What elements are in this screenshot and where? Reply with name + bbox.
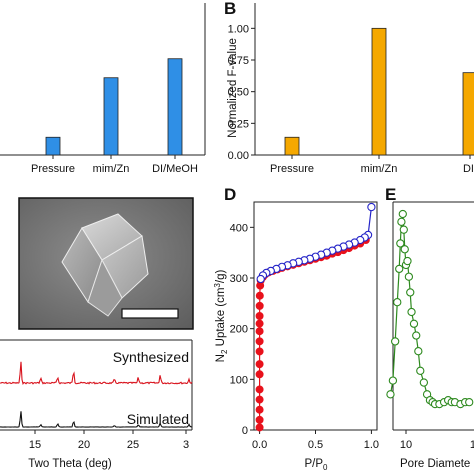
adsorption-point	[255, 385, 264, 394]
pore-point	[400, 245, 409, 254]
adsorption-point	[255, 370, 264, 379]
pore-point	[416, 366, 425, 375]
pore-point	[397, 217, 406, 226]
adsorption-point	[255, 360, 264, 369]
pore-point	[403, 256, 412, 266]
synthesized-label: Synthesized	[113, 349, 189, 365]
pore-point	[409, 319, 419, 328]
pore-point	[386, 390, 395, 399]
pore-point	[465, 398, 474, 407]
y-tick-label: 0.75	[228, 55, 249, 67]
pore-point	[399, 225, 408, 234]
panel-d-frame	[253, 201, 378, 431]
panel-e-x-tick-label: 10	[400, 439, 412, 451]
category-label: DI/	[463, 163, 474, 175]
panel-b-y-axis-label: Normalized F-value	[227, 38, 239, 138]
bar-1	[103, 77, 119, 156]
xrd-ticks: 15 20 25 3	[29, 430, 189, 451]
panel-d-label: D	[224, 185, 236, 204]
bar-0	[284, 136, 300, 156]
xrd-x-tick-label: 25	[127, 439, 139, 451]
panel-d-x-tick-label: 0.0	[252, 439, 267, 451]
xrd-x-tick-label: 15	[29, 439, 41, 451]
simulated-pattern	[0, 411, 193, 428]
bar-1	[371, 27, 387, 156]
pore-point	[388, 376, 398, 385]
adsorption-point	[255, 337, 264, 346]
adsorption-point	[255, 311, 264, 320]
zif-crystal	[61, 213, 149, 317]
xrd-x-axis-label: Two Theta (deg)	[28, 458, 112, 470]
xrd-x-tick-label: 20	[78, 439, 90, 451]
pore-point	[396, 239, 405, 248]
pore-point	[419, 378, 429, 387]
bar-2	[167, 58, 183, 156]
y-tick-label: 0.00	[228, 150, 249, 162]
panel-e-label: E	[385, 185, 396, 204]
panel-d-y-tick-label: 0	[242, 425, 248, 437]
pore-point	[406, 288, 415, 297]
panel-d-x-axis-label: P/P0	[305, 458, 329, 472]
panel-d-ticks: 0 100 200 300 400 0.0 0.5 1.0	[230, 222, 379, 451]
panel-d: D 0 100 200 300 400 0.0 0.5 1.0 N2 Uptake (cm3/…	[213, 185, 379, 472]
category-label: DI/MeOH	[152, 163, 198, 175]
panel-d-x-tick-label: 0.5	[308, 439, 323, 451]
panel-e-x-tick-label: 10	[470, 439, 474, 451]
adsorption-point	[255, 291, 264, 300]
category-label: mim/Zn	[93, 163, 130, 175]
category-label: mim/Zn	[361, 163, 398, 175]
adsorption-point	[255, 301, 264, 310]
panel-b-bars: Pressure mim/Zn DI/0.00 0.25 0.50 0.75 1.00	[228, 23, 474, 175]
pore-point	[393, 298, 402, 307]
adsorption-point	[255, 327, 264, 336]
panel-d-y-tick-label: 100	[230, 374, 248, 386]
adsorption-point	[255, 415, 264, 424]
adsorption-point	[255, 395, 264, 404]
adsorption-point	[255, 347, 264, 356]
panel-d-y-tick-label: 200	[230, 324, 248, 336]
panel-d-plot	[255, 202, 376, 432]
y-tick-label: 1.00	[228, 23, 249, 35]
synthesized-pattern	[0, 361, 193, 385]
panel-d-y-tick-label: 300	[230, 273, 248, 285]
panel-e-x-axis-label: Pore Diamete	[400, 458, 470, 470]
panel-e-plot	[386, 209, 474, 409]
bar-0	[45, 136, 61, 156]
adsorption-point	[255, 405, 264, 414]
panel-a-bars: Pressure mim/Zn DI/MeOH	[31, 58, 198, 175]
panel-e-ticks: 10 10	[400, 430, 474, 451]
scale-bar	[121, 308, 179, 319]
adsorption-point	[255, 319, 264, 328]
panel-a: Pressure mim/Zn DI/MeOH	[0, 3, 206, 175]
sem-micrograph	[18, 197, 194, 330]
pore-point	[412, 331, 421, 340]
pore-point	[398, 209, 407, 219]
adsorption-point	[255, 423, 264, 432]
desorption-point	[256, 274, 265, 284]
xrd-panel: Synthesized Simulated 15 20 25 3 Two Theta …	[0, 339, 193, 470]
panel-d-y-tick-label: 400	[230, 222, 248, 234]
simulated-label: Simulated	[127, 411, 189, 427]
pore-point	[404, 272, 414, 281]
crystal-face-bottom	[87, 258, 123, 317]
desorption-point	[367, 202, 376, 212]
bar-2	[462, 72, 474, 156]
panel-e: E 10 10 Pore Diamete	[385, 185, 474, 470]
pore-point	[407, 307, 416, 317]
panel-b-label: B	[224, 0, 236, 18]
pore-point	[395, 264, 404, 274]
xrd-x-tick-label: 3	[183, 439, 189, 451]
panel-d-y-axis-label: N2 Uptake (cm3/g)	[213, 270, 229, 363]
pore-point	[391, 337, 400, 346]
panel-d-x-tick-label: 1.0	[364, 439, 379, 451]
y-tick-label: 0.50	[228, 87, 249, 99]
y-tick-label: 0.25	[228, 118, 249, 130]
category-label: Pressure	[270, 163, 314, 175]
pore-point	[414, 347, 423, 356]
panel-b: B Normalized F-value Pressure mim/Zn DI/0.…	[224, 0, 474, 175]
category-label: Pressure	[31, 163, 75, 175]
